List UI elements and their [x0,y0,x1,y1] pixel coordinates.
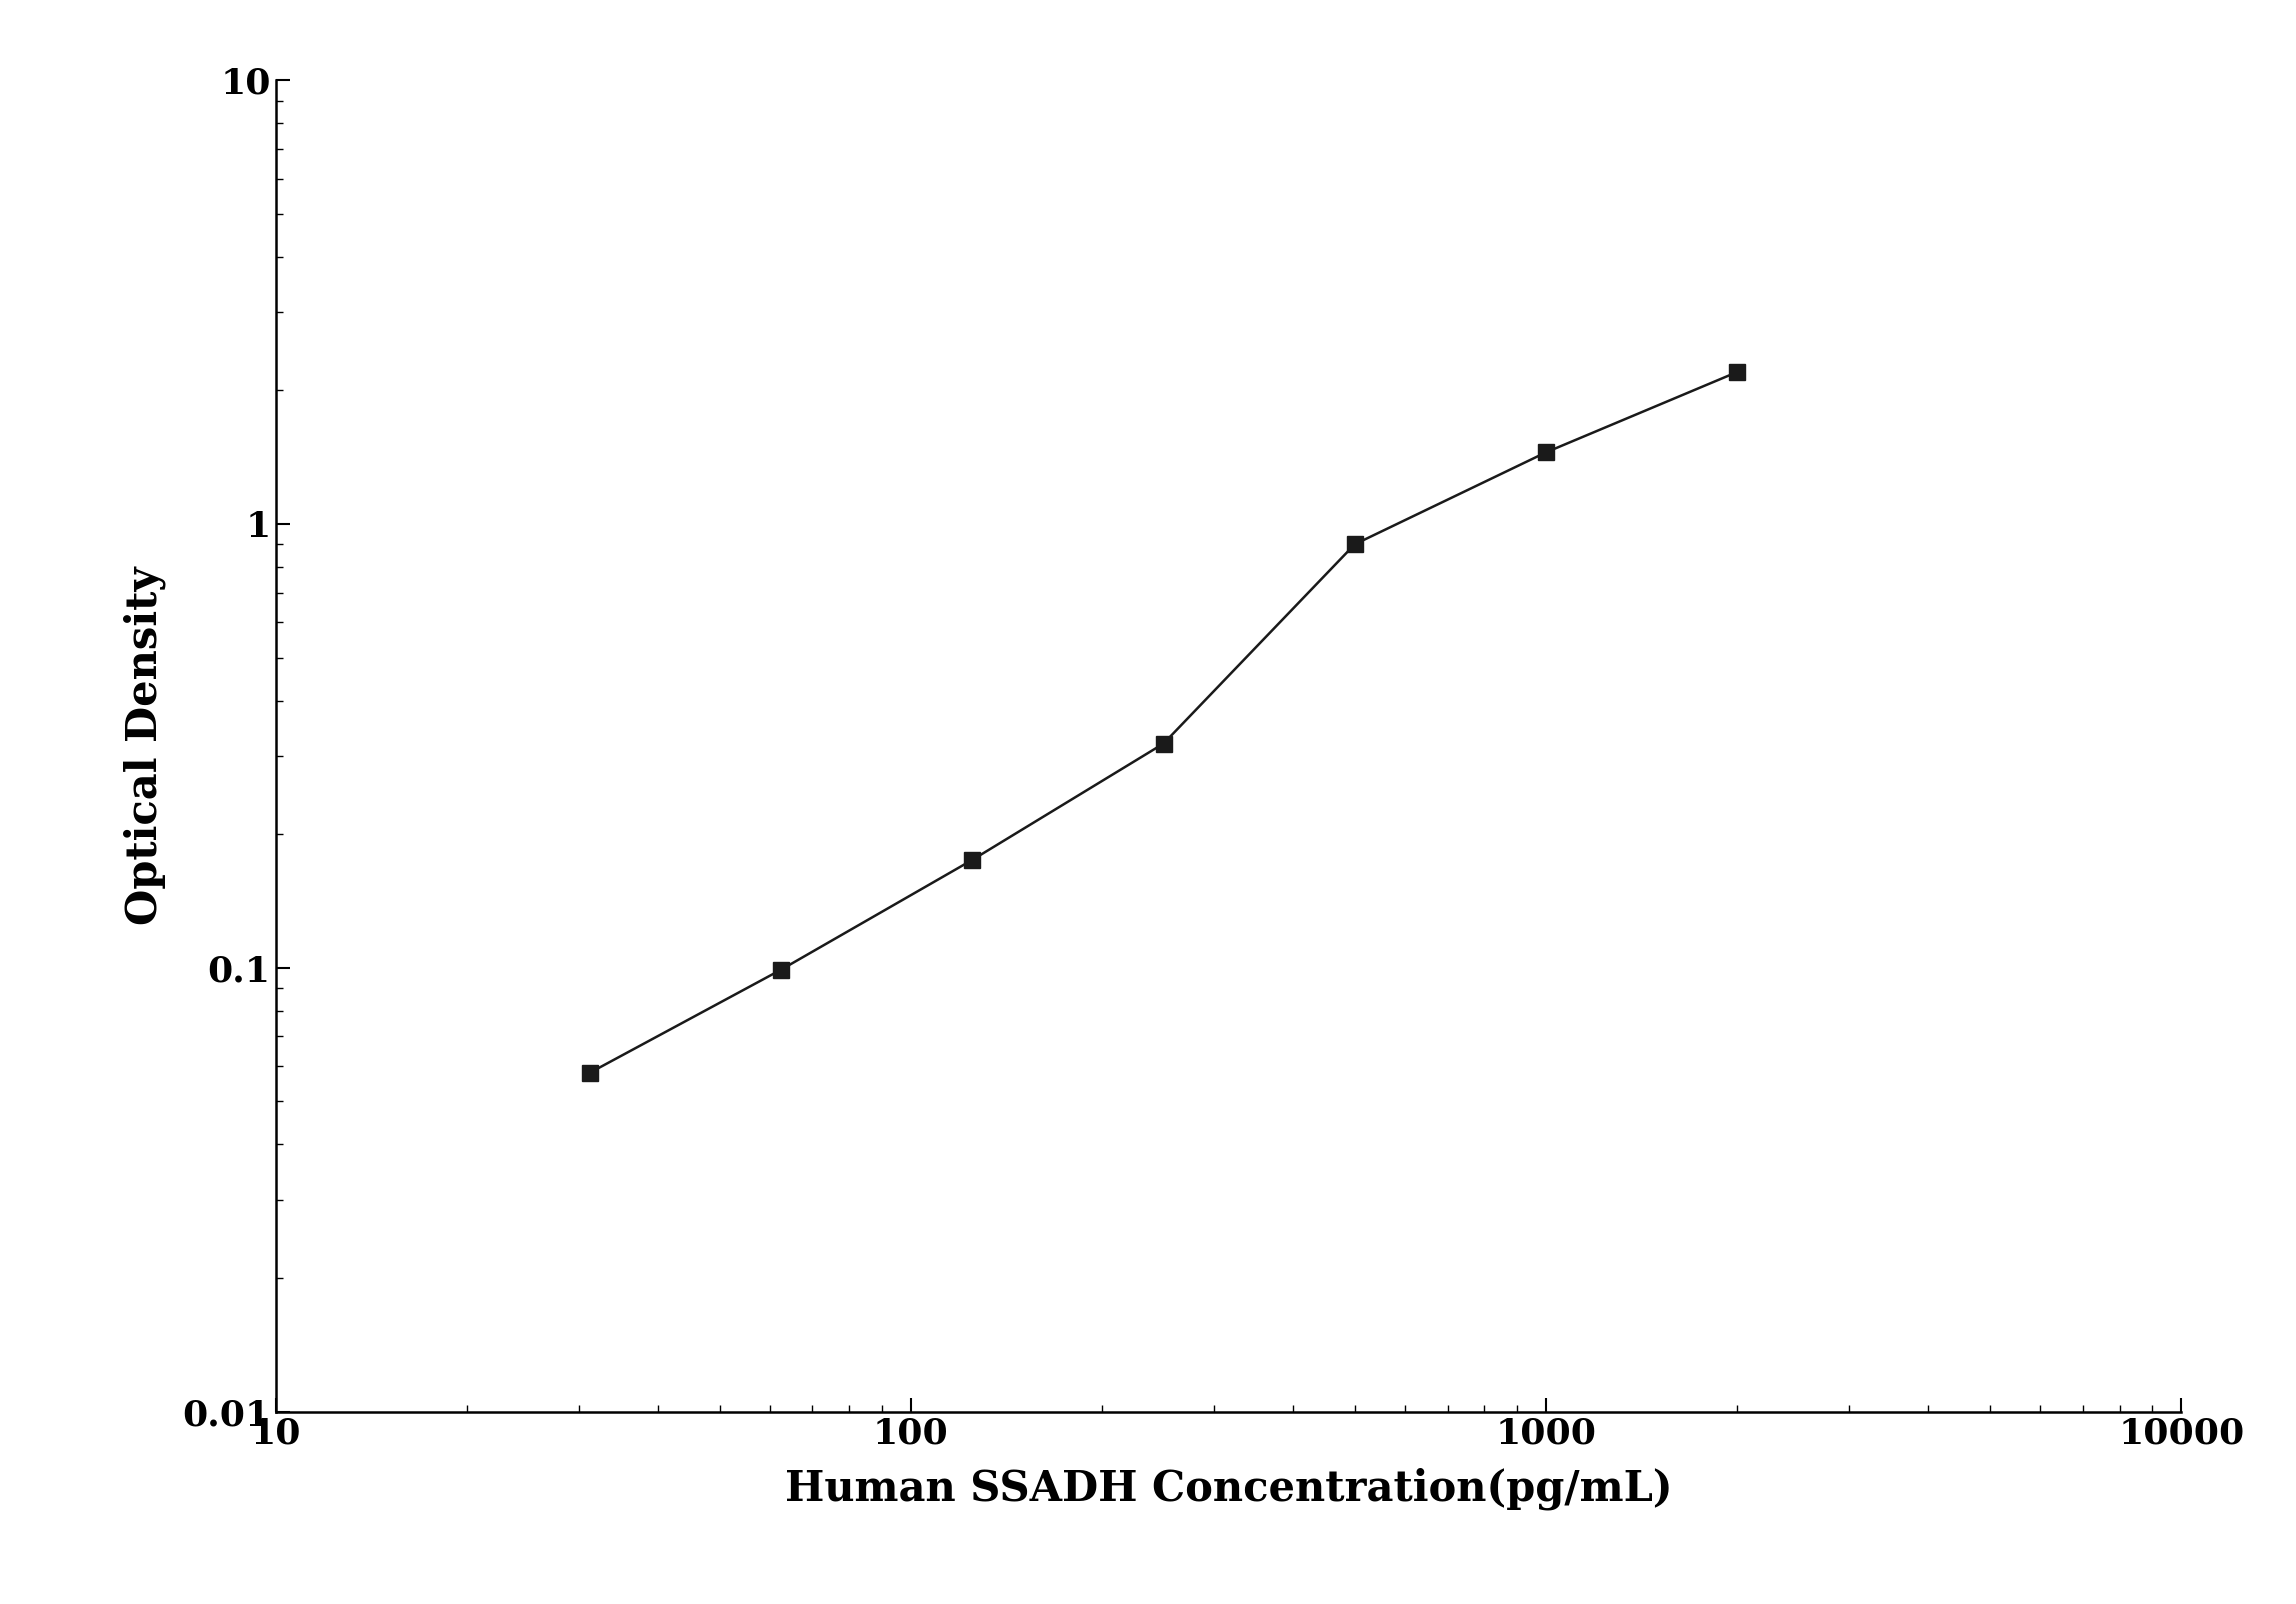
X-axis label: Human SSADH Concentration(pg/mL): Human SSADH Concentration(pg/mL) [785,1468,1671,1509]
Y-axis label: Optical Density: Optical Density [124,566,165,926]
